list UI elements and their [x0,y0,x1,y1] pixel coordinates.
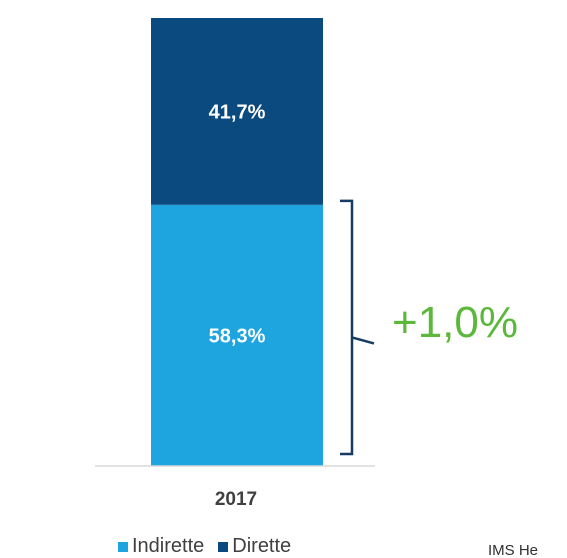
data-label-dirette: 41,7% [209,101,266,123]
legend-item-dirette: Dirette [218,535,291,558]
legend-item-indirette: Indirette [118,535,204,558]
legend-swatch-dirette [218,541,229,552]
legend-label-indirette: Indirette [132,535,205,557]
source-note: IMS He [488,542,539,558]
data-label-indirette: 58,3% [209,325,266,347]
legend-swatch-indirette [118,541,128,552]
x-tick-label: 2017 [215,489,257,510]
change-annotation: +1,0% [392,298,518,347]
legend-label-dirette: Dirette [232,535,292,557]
bar-segment-dirette [151,18,323,205]
annotation-bracket [340,199,375,456]
bar-group: 58,3% 41,7% [151,18,323,467]
bar-segment-indirette [151,204,323,467]
chart-legend: Indirette Dirette [118,535,291,558]
